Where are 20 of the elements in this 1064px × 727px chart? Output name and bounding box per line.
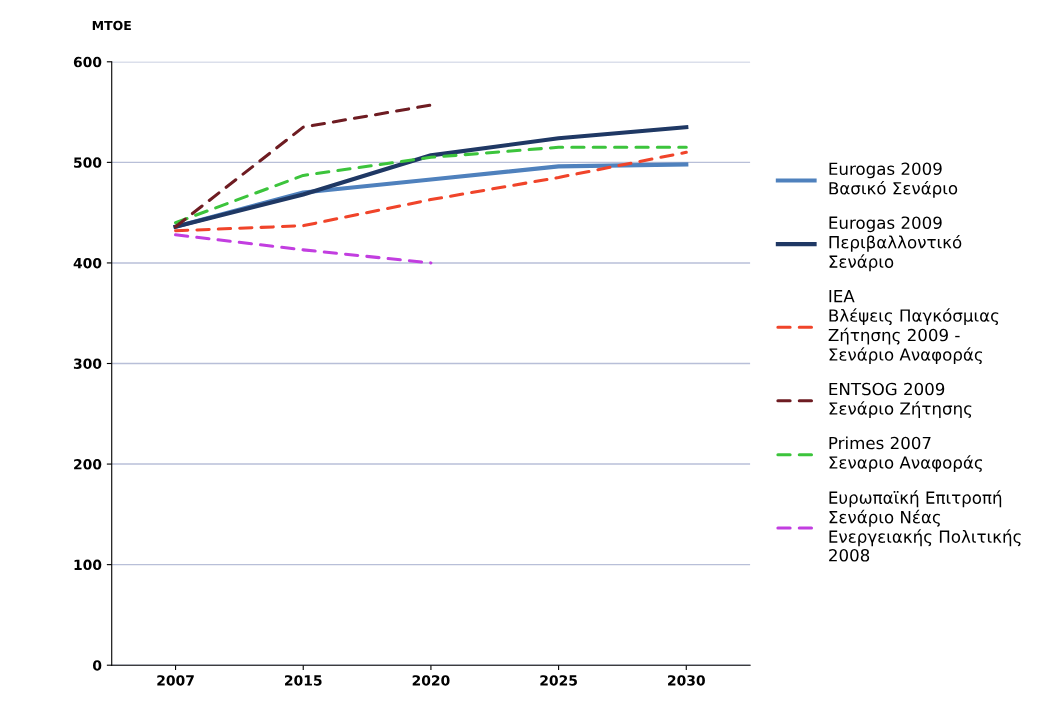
- y-tick-label: 300: [73, 358, 102, 369]
- legend-label: Ευρωπαϊκή Επιτροπή Σενάριο Νέας Ενεργειακής Πολιτικής 2008: [829, 490, 1021, 562]
- legend-label: ENTSOG 2009 Σενάριο Ζήτησης: [829, 382, 972, 419]
- y-tick-label: 200: [74, 459, 102, 470]
- y-tick-label: 400: [73, 257, 102, 269]
- legend-label: IEA Βλέψεις Παγκόσμιας Ζήτησης 2009 - Σενάριο Αναφοράς: [828, 290, 999, 365]
- x-tick-label: 2020: [412, 675, 450, 686]
- y-tick-label: 500: [74, 157, 102, 168]
- x-tick-label: 2015: [285, 675, 322, 686]
- line-series: [173, 125, 689, 229]
- legend-label: Primes 2007 Σεναριο Αναφοράς: [829, 436, 983, 473]
- y-tick-label: 100: [74, 559, 102, 571]
- legend-label: Eurogas 2009 Περιβαλλοντικό Σενάριο: [829, 216, 962, 272]
- x-tick-label: 2007: [157, 675, 194, 686]
- x-tick-label: 2030: [668, 675, 705, 686]
- x-tick-label: 2025: [540, 675, 577, 686]
- legend-label: Eurogas 2009 Βασικό Σενάριο: [829, 162, 958, 198]
- y-tick-label: 600: [73, 56, 102, 68]
- y-axis-title: MTOE: [92, 20, 131, 31]
- y-tick-label: 0: [93, 660, 102, 671]
